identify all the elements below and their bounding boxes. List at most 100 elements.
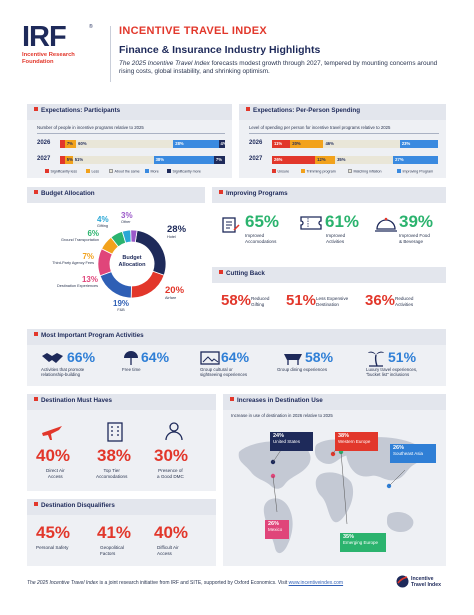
participants-2027-segment-2: 51% xyxy=(72,156,154,164)
disqualifiers-panel: Destination Disqualifiers 45% Personal S… xyxy=(27,499,216,566)
musthave-accommodations-label: Top Tier Accomodations xyxy=(96,468,128,479)
org-name-line2: Foundation xyxy=(22,58,54,65)
disqualifier-safety-pct: 45% xyxy=(36,523,71,542)
musthaves-title: Destination Must Haves xyxy=(41,397,113,404)
participants-bar-2026: 7%60%28%4% xyxy=(60,140,225,148)
budget-gifting: 4% Gifting xyxy=(97,215,109,228)
disqualifier-air-label: Difficult Air Access xyxy=(157,545,179,556)
cutting-gifting-label: Reduced Gifting xyxy=(251,296,270,307)
legend-improving: Improving Program xyxy=(397,169,433,174)
budget-panel: Budget Allocation Budget Allocation 28% H… xyxy=(27,187,205,322)
budget-header: Budget Allocation xyxy=(27,187,205,203)
handshake-icon xyxy=(42,353,63,363)
cutting-activities-pct: 36% xyxy=(365,292,396,309)
spending-2027-segment-2: 35% xyxy=(335,156,394,164)
activity-dining-label: Group dining experiences xyxy=(277,367,328,372)
footer-rest: is a joint research initiative from IRF … xyxy=(98,580,289,586)
budget-other: 3% Other xyxy=(121,211,133,224)
activity-cultural-pct: 64% xyxy=(221,349,250,365)
index-title: INCENTIVE TRAVEL INDEX xyxy=(119,25,267,37)
budget-destination-experiences: 13% Destination Experiences xyxy=(57,275,98,288)
cutting-destination-pct: 51% xyxy=(286,292,317,309)
legend-trimming: Trimming program xyxy=(301,169,336,174)
budget-center-label: Budget Allocation xyxy=(118,255,146,268)
legend-matching: Matching inflation xyxy=(348,169,381,174)
improving-activities-pct: 61% xyxy=(325,212,360,231)
spending-bar-2026: 11% 20% 46% 23% xyxy=(272,140,438,148)
photo-icon xyxy=(200,351,220,365)
cutting-panel: Cutting Back 58% Reduced Gifting 51% Less… xyxy=(212,267,446,322)
palm-tree-icon xyxy=(368,351,384,367)
ticket-icon xyxy=(300,216,322,230)
disqualifier-air-pct: 40% xyxy=(154,523,189,542)
musthaves-panel: Destination Must Haves 40% Direct Air Acc… xyxy=(27,394,216,491)
intro-text: The 2025 Incentive Travel Index forecast… xyxy=(119,60,449,76)
activities-panel: Most Important Program Activities 66% Ac… xyxy=(27,329,446,386)
spending-bar-2027: 26% 12% 35% 27% xyxy=(272,156,438,164)
spending-2026-segment-1: 20% xyxy=(290,140,324,148)
cutting-activities-label: Reduced Activities xyxy=(395,296,414,307)
budget-donut xyxy=(97,229,167,299)
participants-caption-rule xyxy=(37,133,225,134)
participants-2027-segment-0 xyxy=(60,156,65,164)
improving-accommodations-label: Improved Accomodations xyxy=(245,233,277,244)
disqualifier-safety-label: Personal Safety xyxy=(36,545,69,550)
increases-header: Increases in Destination Use xyxy=(223,394,446,410)
activity-cultural-label: Group cultural or sightseeing experiences xyxy=(200,367,248,378)
cutting-destination-label: Less Expensive Destination xyxy=(316,296,349,307)
legend-about-same: About the same xyxy=(109,169,140,174)
region-united-states: 24% United States xyxy=(270,432,313,451)
musthave-dmc-label: Presence of a Good DMC xyxy=(157,468,184,479)
participants-2027-segment-4: 7% xyxy=(213,156,225,164)
dmc-person-icon xyxy=(165,422,183,441)
cutting-header: Cutting Back xyxy=(212,267,446,283)
cutting-title: Cutting Back xyxy=(226,270,265,277)
legend-more: More xyxy=(145,169,159,174)
region-western-europe: 38% Western Europe xyxy=(335,432,378,451)
participants-2026-segment-2: 60% xyxy=(76,140,174,148)
donut-slice-other xyxy=(130,229,138,243)
participants-caption: Number of people in incentive programs r… xyxy=(37,125,144,130)
spending-caption: Level of spending per person for incenti… xyxy=(249,125,391,130)
participants-2026-segment-4: 4% xyxy=(218,140,225,148)
spending-title: Expectations: Per-Person Spending xyxy=(253,107,361,114)
activity-free-time-pct: 64% xyxy=(141,349,170,365)
improving-header: Improving Programs xyxy=(212,187,446,203)
incentive-travel-index-logo-icon xyxy=(396,575,409,588)
budget-hotel: 28% Hotel xyxy=(167,224,187,239)
donut-slice-airfare xyxy=(130,270,165,299)
participants-2027-segment-3: 38% xyxy=(153,156,214,164)
header-divider xyxy=(110,26,111,82)
hotel-bell-icon xyxy=(222,217,240,233)
disqualifier-geopolitical-label: Geopolitical Factors xyxy=(100,545,125,556)
footer-link[interactable]: www.incentiveindex.com xyxy=(288,580,344,586)
region-mexico: 26% Mexico xyxy=(265,520,289,539)
disqualifiers-title: Destination Disqualifiers xyxy=(41,502,115,509)
spending-2027-segment-1: 12% xyxy=(315,156,336,164)
footer-logo-text: Incentive Travel Index xyxy=(411,576,441,588)
musthave-dmc-pct: 30% xyxy=(154,446,189,465)
footer-italic: The 2025 Incentive Travel Index xyxy=(27,580,99,586)
dining-icon xyxy=(284,354,302,365)
spending-caption-rule xyxy=(249,133,439,134)
spending-2026-segment-2: 46% xyxy=(323,140,400,148)
disqualifiers-header: Destination Disqualifiers xyxy=(27,499,216,515)
participants-year-2027: 2027 xyxy=(37,156,51,162)
legend-significantly-more: Significantly more xyxy=(167,169,201,174)
musthave-accommodations-pct: 38% xyxy=(97,446,132,465)
org-name-line1: Incentive Research xyxy=(22,52,75,58)
participants-2026-segment-0 xyxy=(60,140,65,148)
donut-slice-f-b xyxy=(99,271,132,299)
spending-2026-segment-0: 11% xyxy=(272,140,291,148)
page-subtitle: Finance & Insurance Industry Highlights xyxy=(119,44,321,56)
activities-title: Most Important Program Activities xyxy=(41,332,144,339)
spending-header: Expectations: Per-Person Spending xyxy=(239,104,446,120)
spending-2026-segment-3: 23% xyxy=(399,140,438,148)
legend-less: Less xyxy=(86,169,99,174)
increases-title: Increases in Destination Use xyxy=(237,397,323,404)
irf-logo-mark: IRF xyxy=(22,21,67,53)
budget-agency-fees: 7% Third-Party Agency Fees xyxy=(52,252,94,265)
activity-relationship-pct: 66% xyxy=(67,349,96,365)
budget-airfare: 20% Airfare xyxy=(165,285,185,300)
region-emerging-europe: 35% Emerging Europe xyxy=(340,533,386,552)
